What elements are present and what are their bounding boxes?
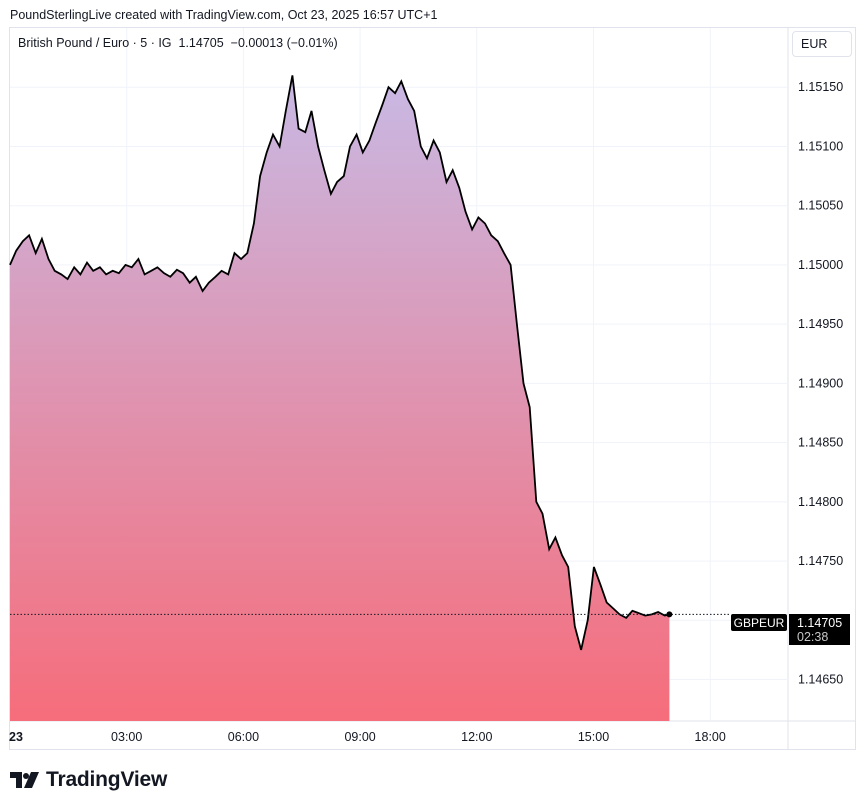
x-tick-label: 23 — [9, 730, 23, 744]
attribution-text: PoundSterlingLive created with TradingVi… — [10, 8, 438, 22]
x-tick-label: 12:00 — [461, 730, 492, 744]
chart-frame — [9, 27, 856, 750]
x-tick-label: 09:00 — [344, 730, 375, 744]
price-tag: GBPEUR 1.14705 02:38 — [731, 614, 850, 645]
currency-button[interactable]: EUR — [792, 31, 852, 57]
tradingview-logo-text: TradingView — [46, 768, 168, 791]
price-axis[interactable]: 1.146501.147001.147501.148001.148501.149… — [798, 80, 843, 686]
legend-change: −0.00013 (−0.01%) — [230, 36, 338, 50]
y-tick-label: 1.15150 — [798, 80, 843, 94]
price-area-fill — [10, 75, 670, 721]
price-tag-value: 1.14705 — [797, 616, 842, 630]
ticker-tag — [731, 614, 787, 631]
ticker-tag-label: GBPEUR — [734, 616, 785, 630]
price-tag-countdown: 02:38 — [797, 630, 828, 644]
x-tick-label: 18:00 — [695, 730, 726, 744]
y-tick-label: 1.14900 — [798, 376, 843, 390]
legend-last-price: 1.14705 — [178, 36, 224, 50]
tradingview-logo-icon — [10, 772, 39, 788]
symbol-legend[interactable]: British Pound / Euro · 5 · IG 1.14705 −0… — [18, 36, 338, 50]
x-tick-label: 03:00 — [111, 730, 142, 744]
y-tick-label: 1.14800 — [798, 495, 843, 509]
y-tick-label: 1.14850 — [798, 436, 843, 450]
price-line — [9, 75, 670, 651]
y-tick-label: 1.15100 — [798, 139, 843, 153]
x-tick-label: 15:00 — [578, 730, 609, 744]
last-price-dot — [666, 611, 673, 618]
y-tick-label: 1.15050 — [798, 199, 843, 213]
y-tick-label: 1.14750 — [798, 554, 843, 568]
y-tick-label: 1.14650 — [798, 673, 843, 687]
price-tag-box — [789, 614, 850, 645]
x-tick-label: 06:00 — [228, 730, 259, 744]
y-tick-label: 1.14950 — [798, 317, 843, 331]
y-tick-label: 1.15000 — [798, 258, 843, 272]
tradingview-logo[interactable]: TradingView — [10, 768, 167, 792]
legend-symbol: British Pound / Euro · 5 · IG — [18, 36, 172, 50]
time-axis[interactable]: 23 03:00 06:00 09:00 12:00 15:00 18:00 — [9, 730, 726, 744]
